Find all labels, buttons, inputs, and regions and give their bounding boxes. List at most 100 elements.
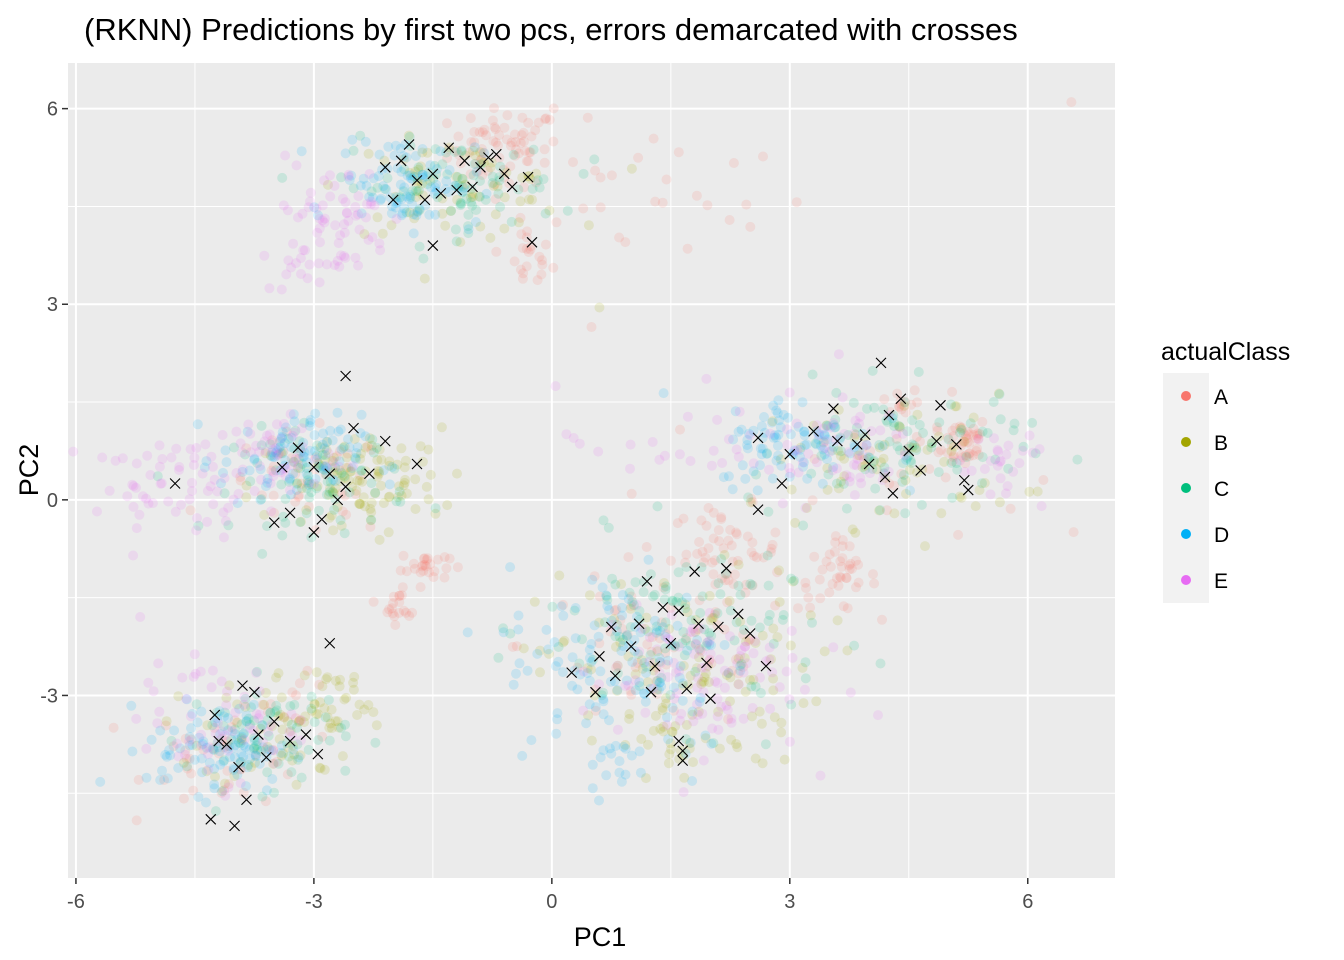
- data-point: [837, 541, 848, 552]
- data-point: [350, 453, 361, 463]
- data-point: [657, 622, 668, 633]
- error-cross: [689, 566, 701, 577]
- data-point: [598, 694, 609, 705]
- data-point: [334, 261, 345, 272]
- data-point: [245, 719, 255, 730]
- data-point: [628, 600, 639, 611]
- data-point: [437, 208, 448, 219]
- data-point: [856, 478, 867, 489]
- data-point: [609, 676, 620, 687]
- data-point: [708, 612, 719, 623]
- data-point: [317, 215, 328, 226]
- data-point: [340, 197, 351, 208]
- data-point: [676, 708, 687, 719]
- data-point: [298, 245, 309, 256]
- data-point: [363, 700, 374, 710]
- chart-title: (RKNN) Predictions by first two pcs, err…: [84, 12, 1018, 47]
- data-point: [378, 181, 389, 192]
- data-point: [468, 170, 479, 181]
- data-point: [225, 752, 235, 763]
- data-point: [843, 447, 854, 458]
- data-point: [680, 635, 691, 646]
- data-point: [540, 239, 551, 250]
- data-point: [899, 469, 909, 480]
- data-point: [494, 130, 505, 141]
- data-point: [282, 769, 293, 780]
- data-point: [784, 694, 795, 705]
- data-point: [878, 453, 889, 464]
- data-point: [778, 610, 789, 620]
- data-point: [477, 156, 488, 167]
- error-cross: [229, 820, 240, 832]
- data-point: [738, 661, 749, 672]
- data-point: [292, 739, 303, 750]
- data-point: [819, 449, 830, 460]
- data-point: [296, 146, 307, 157]
- data-point: [487, 171, 498, 182]
- data-point: [429, 566, 440, 577]
- data-point: [641, 612, 652, 623]
- data-point: [273, 443, 284, 453]
- data-point: [330, 494, 341, 504]
- data-point: [985, 489, 996, 500]
- data-point: [972, 430, 983, 441]
- data-point: [817, 564, 828, 575]
- data-point: [692, 672, 703, 683]
- data-point: [396, 590, 407, 601]
- data-point: [283, 433, 294, 444]
- error-cross: [260, 751, 272, 763]
- data-point: [584, 699, 595, 710]
- data-point: [765, 703, 776, 714]
- data-point: [208, 744, 218, 755]
- data-point: [361, 180, 372, 191]
- data-point: [355, 428, 366, 439]
- data-point: [739, 624, 749, 635]
- data-point: [651, 627, 662, 638]
- data-point: [871, 464, 882, 475]
- data-point: [185, 505, 196, 516]
- data-point: [341, 692, 352, 703]
- data-point: [386, 603, 397, 614]
- data-point: [366, 507, 377, 518]
- error-cross: [340, 370, 352, 382]
- data-point: [408, 558, 419, 569]
- data-point: [252, 458, 263, 468]
- data-point: [155, 478, 166, 489]
- data-point: [916, 499, 927, 510]
- data-point: [410, 151, 421, 161]
- data-point: [666, 602, 676, 613]
- data-point: [523, 156, 534, 167]
- data-point: [900, 407, 911, 418]
- data-point: [799, 426, 810, 437]
- data-point: [717, 573, 727, 584]
- data-point: [770, 600, 781, 611]
- data-point: [815, 770, 826, 781]
- data-point: [733, 559, 744, 570]
- data-point: [216, 676, 227, 687]
- data-point: [666, 744, 676, 755]
- data-point: [367, 232, 378, 243]
- data-point: [241, 480, 252, 491]
- data-point: [321, 674, 332, 685]
- data-point: [922, 444, 933, 455]
- data-point: [350, 489, 361, 499]
- data-point: [977, 416, 988, 427]
- data-point: [402, 170, 413, 181]
- data-point: [889, 480, 900, 491]
- data-point: [605, 676, 616, 687]
- data-point: [204, 742, 215, 753]
- data-point: [818, 423, 829, 434]
- data-point: [763, 580, 774, 591]
- data-point: [590, 165, 601, 176]
- data-point: [880, 473, 891, 484]
- data-point: [597, 582, 608, 593]
- data-point: [302, 457, 312, 468]
- data-point: [621, 630, 632, 641]
- data-point: [354, 699, 365, 710]
- data-point: [328, 474, 339, 485]
- data-point: [244, 753, 255, 764]
- error-cross: [332, 494, 344, 506]
- data-point: [241, 716, 252, 727]
- data-point: [475, 221, 486, 232]
- data-point: [782, 424, 792, 435]
